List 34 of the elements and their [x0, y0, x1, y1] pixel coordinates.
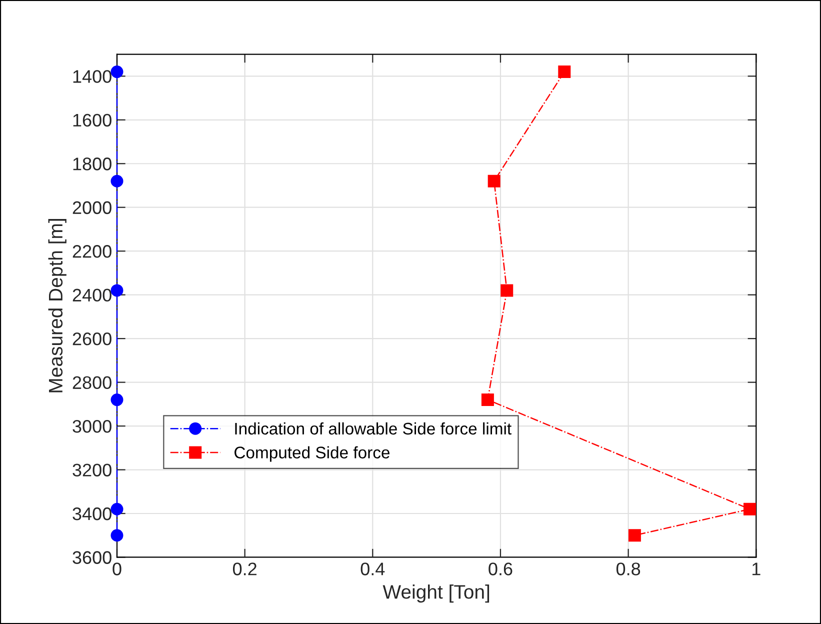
point: [744, 502, 756, 516]
legend-label: Computed Side force: [234, 446, 390, 462]
point: [110, 502, 124, 516]
point: [481, 394, 494, 406]
x-axis-title: Weight [Ton]: [382, 584, 490, 603]
y-tick-label: 3600: [72, 551, 112, 564]
x-tick-label: 1: [752, 562, 760, 576]
y-tick-label: 2000: [72, 201, 112, 214]
x-tick-label: 0.4: [360, 562, 385, 576]
point: [110, 529, 124, 542]
point: [500, 284, 514, 297]
y-tick-label: 3200: [72, 464, 112, 476]
point: [110, 284, 124, 297]
x-tick-label: 0: [112, 562, 122, 576]
y-tick-label: 1400: [73, 70, 112, 83]
y-tick-label: 1600: [73, 114, 112, 127]
point: [558, 66, 571, 78]
y-tick-label: 3000: [72, 420, 112, 433]
x-tick-label: 0.6: [488, 562, 512, 576]
y-tick-label: 2400: [72, 288, 112, 302]
point: [110, 174, 124, 188]
y-tick-label: 1800: [73, 158, 112, 170]
legend-label: Indication of allowable Side force limit: [235, 422, 512, 435]
y-tick-label: 3400: [72, 507, 112, 520]
y-tick-label: 2800: [72, 376, 112, 390]
point: [628, 529, 641, 542]
y-tick-label: 2600: [72, 332, 112, 346]
y-axis-title: Measured Depth [m]: [48, 219, 66, 392]
point: [488, 174, 500, 188]
point: [110, 66, 124, 78]
x-tick-label: 0.8: [616, 562, 640, 576]
y-tick-label: 2200: [72, 245, 112, 258]
point: [110, 394, 124, 406]
x-tick-label: 0.2: [232, 562, 256, 576]
